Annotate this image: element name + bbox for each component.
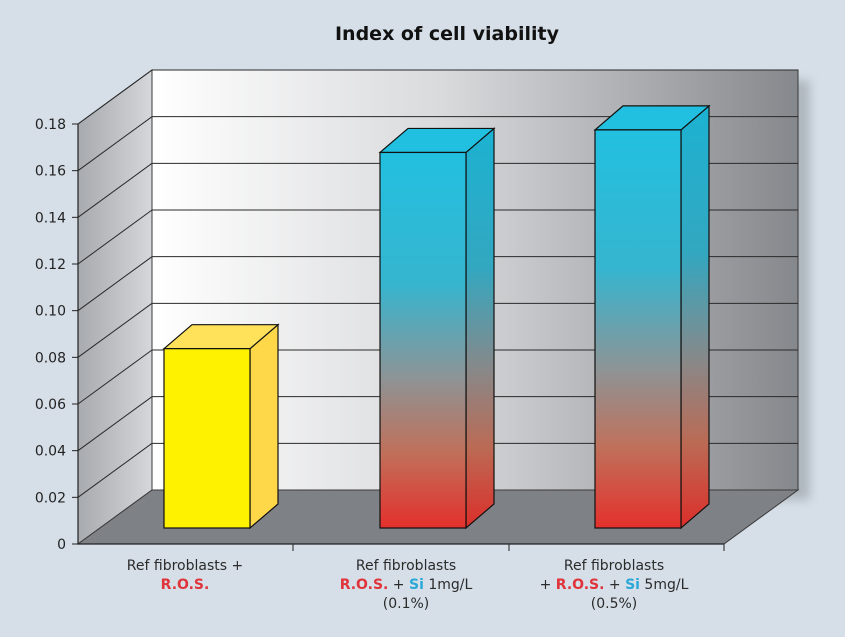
y-tick-label: 0.14 [35,210,66,226]
category-label-3-line1: Ref fibroblasts [563,558,665,574]
y-tick-label: 0 [57,537,66,553]
gridline-side [77,69,153,125]
category-label-2-line1: Ref fibroblasts [355,558,457,574]
y-tick-label: 0.18 [35,117,66,133]
category-label-2-line3: (0.1%) [382,596,430,612]
y-tick-label: 0.04 [35,444,66,460]
dose-text: 1mg/L [423,577,473,593]
chart-title: Index of cell viability [335,23,560,45]
y-tick-label: 0.16 [35,164,66,180]
gridline-side [77,396,153,452]
bar-front [594,129,682,529]
gridline-side [77,162,153,218]
plus-text: + [604,577,626,593]
si-text: Si [409,577,424,593]
si-text: Si [625,577,640,593]
category-label-3: Ref fibroblasts + R.O.S. + Si 5mg/L (0.5… [509,557,719,614]
gridline-side [77,116,153,172]
ros-text: R.O.S. [160,577,210,593]
y-tick-label: 0.06 [35,397,66,413]
bar-side [680,104,710,530]
gridline-side [77,349,153,405]
gridline-side [77,442,153,498]
dose-text: 5mg/L [639,577,689,593]
category-label-1: Ref fibroblasts + R.O.S. [80,557,290,595]
bars [162,104,711,530]
bar-front [163,348,251,529]
y-tick-label: 0.08 [35,350,66,366]
bar-side [465,127,495,530]
category-label-2: Ref fibroblasts R.O.S. + Si 1mg/L (0.1%) [301,557,511,614]
bar-side [249,323,279,530]
left-wall [77,69,153,545]
category-label-3-line3: (0.5%) [590,596,638,612]
gridline-side [77,302,153,358]
y-ticks: 0 0.02 0.04 0.06 0.08 0.10 0.12 0.14 0.16 0.18 [35,117,78,553]
y-tick-label: 0.02 [35,490,66,506]
bar-2 [378,127,496,530]
gridline-side [77,209,153,265]
ros-text: R.O.S. [339,577,389,593]
category-label-1-line1: Ref fibroblasts + [126,558,244,574]
plus-text: + [388,577,409,593]
lead-plus-text: + [539,577,556,593]
bar-front [379,151,467,529]
gridline-side [77,256,153,312]
bar-3 [593,104,711,530]
bar-1 [162,323,280,530]
ros-text: R.O.S. [555,577,605,593]
y-tick-label: 0.12 [35,257,66,273]
y-tick-label: 0.10 [35,304,66,320]
